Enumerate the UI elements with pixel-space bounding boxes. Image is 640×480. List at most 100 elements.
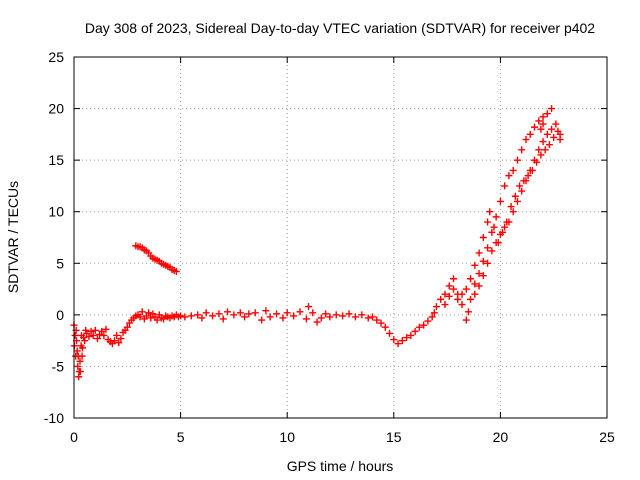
data-point bbox=[556, 130, 564, 138]
data-point bbox=[394, 340, 402, 348]
chart-title: Day 308 of 2023, Sidereal Day-to-day VTE… bbox=[85, 20, 595, 36]
data-point bbox=[398, 337, 406, 345]
y-tick-label: 15 bbox=[48, 152, 64, 168]
data-point bbox=[484, 244, 492, 252]
y-axis-label: SDTVAR / TECUs bbox=[5, 181, 21, 293]
x-tick-label: 20 bbox=[493, 429, 509, 445]
data-point bbox=[332, 311, 340, 319]
x-tick-label: 10 bbox=[279, 429, 295, 445]
y-tick-label: 10 bbox=[48, 204, 64, 220]
data-point bbox=[102, 325, 110, 333]
data-point bbox=[526, 166, 534, 174]
data-point bbox=[539, 138, 547, 146]
y-tick-label: 0 bbox=[56, 307, 64, 323]
data-point bbox=[80, 334, 88, 342]
data-point bbox=[458, 301, 466, 309]
data-point bbox=[373, 316, 381, 324]
data-point bbox=[492, 239, 500, 247]
data-point bbox=[215, 310, 223, 318]
data-point bbox=[358, 311, 366, 319]
data-point bbox=[377, 319, 385, 327]
y-tick-label: 20 bbox=[48, 101, 64, 117]
series-evening-rise-c bbox=[471, 120, 564, 298]
data-point bbox=[115, 339, 123, 347]
data-point bbox=[428, 313, 436, 321]
data-point bbox=[74, 362, 82, 370]
y-tick-label: 5 bbox=[56, 255, 64, 271]
data-point bbox=[479, 272, 487, 280]
data-point bbox=[296, 308, 304, 316]
data-point bbox=[273, 310, 281, 318]
data-point bbox=[445, 282, 453, 290]
data-point bbox=[245, 310, 253, 318]
data-point bbox=[522, 136, 530, 144]
data-point bbox=[513, 156, 521, 164]
data-point bbox=[539, 113, 547, 121]
data-point bbox=[543, 130, 551, 138]
data-point bbox=[531, 123, 539, 131]
data-point bbox=[464, 308, 472, 316]
data-point bbox=[488, 247, 496, 255]
data-point bbox=[386, 329, 394, 337]
data-point bbox=[181, 313, 189, 321]
data-point bbox=[241, 313, 249, 321]
data-point bbox=[411, 327, 419, 335]
data-point bbox=[432, 303, 440, 311]
x-tick-label: 15 bbox=[386, 429, 402, 445]
data-point bbox=[123, 323, 131, 331]
data-point bbox=[91, 326, 99, 334]
data-point bbox=[496, 230, 504, 238]
data-point bbox=[518, 146, 526, 154]
series-descending-arc bbox=[132, 242, 180, 276]
x-tick-label: 5 bbox=[177, 429, 185, 445]
y-tick-label: -10 bbox=[44, 410, 64, 426]
data-point bbox=[513, 197, 521, 205]
data-point bbox=[424, 317, 432, 325]
data-point bbox=[317, 314, 325, 322]
data-point bbox=[283, 309, 291, 317]
data-point bbox=[462, 316, 470, 324]
data-point bbox=[441, 290, 449, 298]
data-point bbox=[194, 311, 202, 319]
data-point bbox=[505, 172, 513, 180]
data-point bbox=[475, 270, 483, 278]
data-point bbox=[548, 105, 556, 113]
data-point bbox=[449, 275, 457, 283]
data-point bbox=[76, 368, 84, 376]
data-point bbox=[153, 316, 161, 324]
data-point bbox=[76, 357, 84, 365]
data-point bbox=[251, 309, 259, 317]
data-point bbox=[467, 275, 475, 283]
data-point bbox=[415, 323, 423, 331]
data-point bbox=[507, 203, 515, 211]
data-point bbox=[501, 223, 509, 231]
data-point bbox=[537, 151, 545, 159]
data-point bbox=[550, 133, 558, 141]
y-tick-label: 25 bbox=[48, 49, 64, 65]
data-point bbox=[541, 146, 549, 154]
data-point bbox=[85, 333, 93, 341]
data-point bbox=[484, 218, 492, 226]
data-point bbox=[364, 314, 372, 322]
data-point bbox=[492, 213, 500, 221]
data-point bbox=[531, 156, 539, 164]
data-point bbox=[313, 318, 321, 326]
data-point bbox=[475, 282, 483, 290]
data-point bbox=[111, 337, 119, 345]
data-point bbox=[202, 309, 210, 317]
data-point bbox=[518, 187, 526, 195]
data-point bbox=[516, 182, 524, 190]
data-point bbox=[136, 313, 144, 321]
data-point bbox=[78, 352, 86, 360]
data-point bbox=[535, 146, 543, 154]
data-point bbox=[93, 335, 101, 343]
data-point bbox=[177, 312, 185, 320]
data-point bbox=[462, 285, 470, 293]
data-point bbox=[117, 335, 125, 343]
data-point bbox=[79, 344, 87, 352]
data-point bbox=[545, 141, 553, 149]
data-point bbox=[230, 311, 238, 319]
data-point bbox=[486, 208, 494, 216]
data-point bbox=[539, 120, 547, 128]
data-point bbox=[100, 331, 108, 339]
